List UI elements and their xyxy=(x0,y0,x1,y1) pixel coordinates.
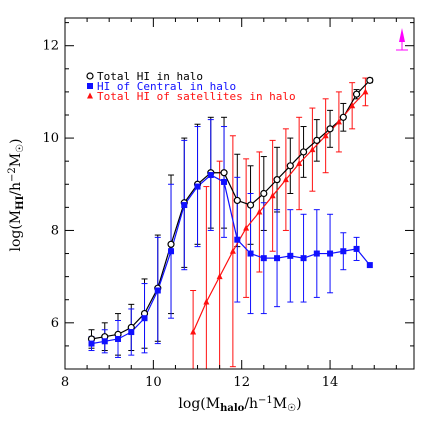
data-point xyxy=(340,248,347,255)
data-point xyxy=(313,136,321,144)
legend-marker xyxy=(87,92,93,99)
data-point xyxy=(101,338,108,345)
legend-marker xyxy=(87,83,93,89)
data-point xyxy=(353,245,360,252)
data-point xyxy=(216,273,223,280)
data-point xyxy=(203,298,210,305)
legend-entry: HI of Central in halo xyxy=(97,80,236,93)
data-point xyxy=(256,208,263,215)
x-tick-label: 12 xyxy=(233,375,250,390)
data-point xyxy=(349,102,356,109)
data-point xyxy=(247,250,254,257)
series-line xyxy=(91,79,371,340)
data-point xyxy=(194,183,201,190)
data-point xyxy=(309,146,316,153)
legend-entry: Total HI of satellites in halo xyxy=(97,90,296,103)
data-point xyxy=(221,178,228,185)
data-point xyxy=(300,255,307,262)
data-point xyxy=(335,118,342,125)
x-tick-label: 8 xyxy=(61,375,69,390)
data-point xyxy=(246,201,255,209)
data-point xyxy=(366,262,373,269)
data-point xyxy=(339,113,347,121)
arrow-marker-icon xyxy=(396,28,408,51)
data-point xyxy=(128,329,135,336)
y-tick-label: 8 xyxy=(51,223,59,238)
data-point xyxy=(229,247,236,254)
data-point xyxy=(88,340,95,347)
data-point xyxy=(115,335,122,342)
data-point xyxy=(260,189,268,198)
data-point xyxy=(366,76,374,84)
data-point xyxy=(299,148,308,156)
data-point xyxy=(260,255,267,262)
data-point xyxy=(287,252,294,259)
data-point xyxy=(141,315,148,322)
data-point xyxy=(296,159,303,166)
data-point xyxy=(243,224,250,231)
data-point xyxy=(154,287,161,294)
data-point xyxy=(168,248,175,255)
legend-entry: Total HI in halo xyxy=(97,70,203,83)
data-point xyxy=(190,328,197,335)
x-tick-label: 10 xyxy=(145,375,162,390)
data-point xyxy=(167,240,175,248)
y-axis-label: log(MHI/h−2M☉) xyxy=(7,138,26,251)
data-point xyxy=(352,90,361,98)
data-point xyxy=(327,250,334,257)
data-point xyxy=(313,250,320,257)
data-point xyxy=(207,172,214,179)
plot-frame xyxy=(64,17,415,370)
data-point xyxy=(362,88,369,95)
y-tick-label: 10 xyxy=(42,131,59,146)
data-point xyxy=(282,176,289,183)
data-point xyxy=(220,169,228,177)
x-tick-label: 14 xyxy=(322,375,339,390)
data-point xyxy=(234,236,241,243)
data-point xyxy=(269,192,276,199)
data-point xyxy=(181,202,188,209)
data-point xyxy=(273,176,281,184)
data-point xyxy=(326,125,334,133)
data-point xyxy=(274,255,281,262)
legend-marker xyxy=(86,72,94,80)
series-line xyxy=(91,174,371,345)
y-tick-label: 12 xyxy=(42,39,59,54)
data-point xyxy=(233,196,241,205)
data-point xyxy=(322,132,329,139)
y-tick-label: 6 xyxy=(51,316,59,331)
data-point xyxy=(286,162,294,170)
